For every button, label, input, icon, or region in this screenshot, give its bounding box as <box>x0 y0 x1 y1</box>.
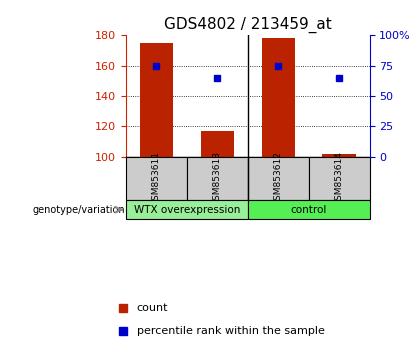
Bar <box>262 39 295 157</box>
Bar <box>140 43 173 157</box>
Text: GSM853614: GSM853614 <box>335 151 344 206</box>
Bar <box>126 157 187 200</box>
Text: control: control <box>291 205 327 215</box>
Bar <box>187 157 248 200</box>
Text: WTX overexpression: WTX overexpression <box>134 205 240 215</box>
Text: percentile rank within the sample: percentile rank within the sample <box>137 326 325 336</box>
Bar <box>248 200 370 219</box>
Bar <box>201 131 234 157</box>
Title: GDS4802 / 213459_at: GDS4802 / 213459_at <box>164 16 332 33</box>
Text: GSM853612: GSM853612 <box>274 151 283 206</box>
Bar <box>126 200 248 219</box>
Text: genotype/variation: genotype/variation <box>32 205 125 215</box>
Bar <box>248 157 309 200</box>
Text: count: count <box>137 303 168 313</box>
Text: GSM853611: GSM853611 <box>152 151 161 206</box>
Bar <box>309 157 370 200</box>
Text: GSM853613: GSM853613 <box>213 151 222 206</box>
Bar <box>323 154 356 157</box>
